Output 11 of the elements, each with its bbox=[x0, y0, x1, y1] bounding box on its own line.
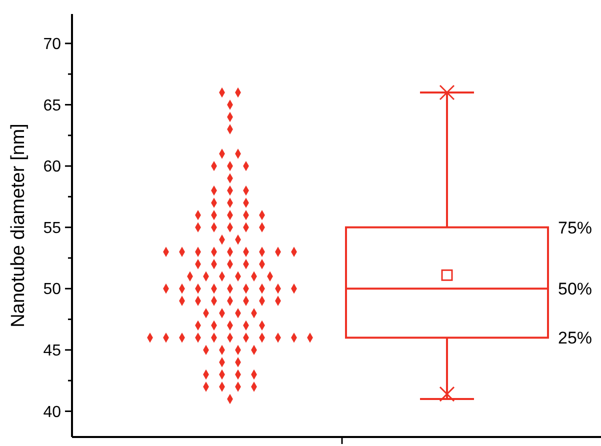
y-axis-title: Nanotube diameter [nm] bbox=[8, 124, 29, 328]
y-tick-label: 45 bbox=[43, 342, 62, 360]
y-tick-label: 65 bbox=[43, 97, 62, 114]
y-tick-label: 50 bbox=[43, 281, 62, 298]
annotation: 50% bbox=[558, 280, 592, 299]
y-tick-label: 70 bbox=[43, 36, 62, 54]
annotation: 75% bbox=[558, 218, 592, 238]
y-tick-label: 55 bbox=[43, 220, 62, 237]
y-tick-label: 60 bbox=[43, 158, 62, 176]
annotation: 25% bbox=[558, 328, 592, 348]
y-tick-label: 40 bbox=[43, 404, 62, 421]
